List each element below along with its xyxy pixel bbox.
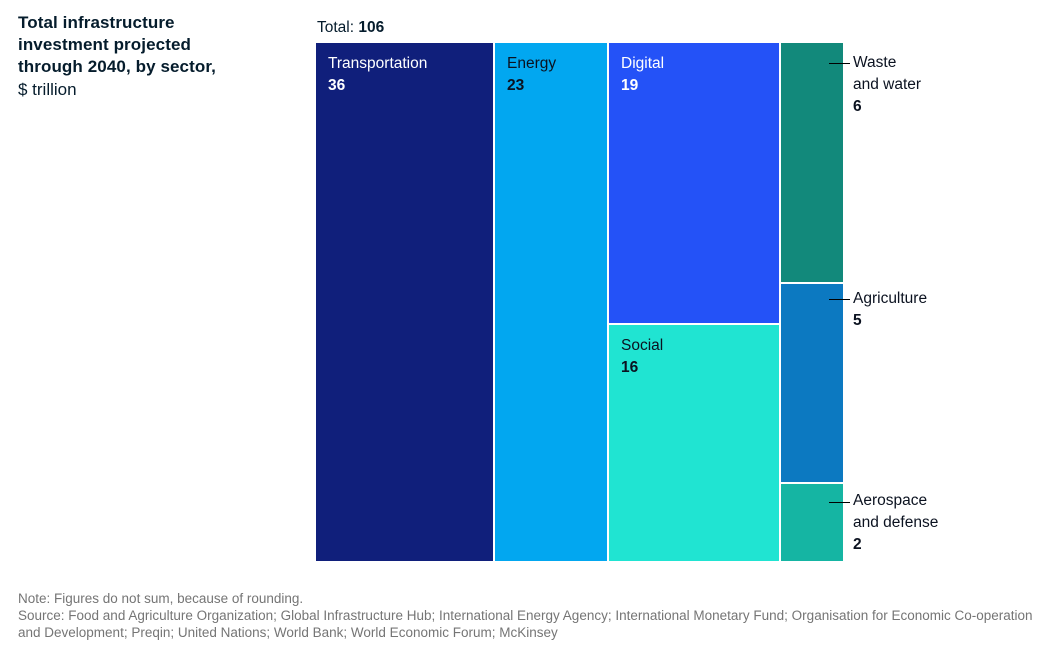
segment-value: 23 <box>507 77 525 94</box>
segment-name: Energy <box>507 55 557 72</box>
segment-name: Aerospace <box>853 492 928 509</box>
note-text: Note: Figures do not sum, because of rou… <box>18 591 304 606</box>
leader-line-agriculture <box>829 299 850 300</box>
segment-value: 6 <box>853 98 862 115</box>
segment-name: and water <box>853 76 922 93</box>
total-label: Total: <box>317 19 355 36</box>
chart-unit-label: $ trillion <box>18 80 77 99</box>
segment-transportation: Transportation 36 <box>316 43 493 561</box>
segment-aerospace-and-defense <box>781 484 843 561</box>
segment-waste-and-water <box>781 43 843 282</box>
segment-name: Agriculture <box>853 290 928 307</box>
chart-title-line: Total infrastructure <box>18 13 175 32</box>
segment-digital: Digital 19 <box>609 43 779 323</box>
segment-name: Social <box>621 337 664 354</box>
leader-line-aerospace-and-defense <box>829 502 850 503</box>
segment-name: Digital <box>621 55 665 72</box>
segment-agriculture <box>781 284 843 482</box>
segment-value: 16 <box>621 359 639 376</box>
segment-label: Digital 19 <box>609 43 779 107</box>
source-text: Source: Food and Agriculture Organizatio… <box>18 608 1033 640</box>
chart-title-line: investment projected <box>18 35 191 54</box>
segment-label: Transportation 36 <box>316 43 493 107</box>
total-value: 106 <box>358 19 385 36</box>
segment-value: 36 <box>328 77 346 94</box>
segment-social: Social 16 <box>609 325 779 561</box>
outside-label-waste-and-water: Waste and water 6 <box>853 52 921 118</box>
total-annotation: Total: 106 <box>317 19 384 37</box>
outside-label-aerospace-and-defense: Aerospace and defense 2 <box>853 490 938 556</box>
treemap-chart: Transportation 36 Energy 23 Digital 19 S… <box>316 43 843 561</box>
segment-name: Transportation <box>328 55 428 72</box>
footnotes: Note: Figures do not sum, because of rou… <box>18 590 1054 641</box>
segment-label: Social 16 <box>609 325 779 389</box>
segment-name: Waste <box>853 54 897 71</box>
segment-label: Energy 23 <box>495 43 607 107</box>
chart-title: Total infrastructure investment projecte… <box>18 12 298 101</box>
segment-energy: Energy 23 <box>495 43 607 561</box>
segment-value: 2 <box>853 536 862 553</box>
outside-label-agriculture: Agriculture 5 <box>853 288 927 332</box>
segment-name: and defense <box>853 514 939 531</box>
segment-value: 5 <box>853 312 862 329</box>
chart-title-line: through 2040, by sector, <box>18 57 216 76</box>
leader-line-waste-and-water <box>829 63 850 64</box>
segment-value: 19 <box>621 77 639 94</box>
